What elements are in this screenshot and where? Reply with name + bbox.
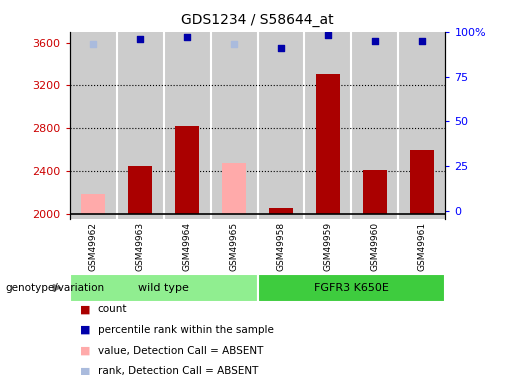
Point: [230, 41, 238, 47]
Bar: [304, 32, 352, 219]
Bar: [399, 32, 445, 219]
Text: value, Detection Call = ABSENT: value, Detection Call = ABSENT: [98, 346, 263, 355]
Text: rank, Detection Call = ABSENT: rank, Detection Call = ABSENT: [98, 366, 258, 375]
Text: GSM49958: GSM49958: [277, 222, 285, 271]
Point: [371, 38, 379, 44]
Bar: [363, 170, 387, 214]
Bar: [269, 208, 293, 214]
Text: wild type: wild type: [138, 283, 189, 293]
Text: genotype/variation: genotype/variation: [5, 283, 104, 293]
Point: [418, 38, 426, 44]
Text: GSM49962: GSM49962: [89, 222, 97, 271]
Point: [136, 36, 144, 42]
Bar: [128, 166, 152, 214]
Text: GSM49960: GSM49960: [370, 222, 380, 271]
Point: [324, 33, 332, 39]
Text: ■: ■: [80, 325, 90, 335]
Text: GSM49964: GSM49964: [182, 222, 192, 271]
Text: ■: ■: [80, 366, 90, 375]
Point: [277, 45, 285, 51]
Bar: [258, 274, 445, 302]
Text: GDS1234 / S58644_at: GDS1234 / S58644_at: [181, 13, 334, 27]
Bar: [258, 32, 304, 219]
Text: GSM49961: GSM49961: [418, 222, 426, 271]
Text: GSM49965: GSM49965: [230, 222, 238, 271]
Text: count: count: [98, 304, 127, 314]
Bar: [316, 74, 340, 214]
Bar: [222, 163, 246, 214]
Bar: [81, 194, 105, 214]
Bar: [164, 32, 211, 219]
Point: [183, 34, 191, 40]
Bar: [352, 32, 399, 219]
Text: ■: ■: [80, 346, 90, 355]
Text: GSM49963: GSM49963: [135, 222, 145, 271]
Point: [89, 41, 97, 47]
Text: GSM49959: GSM49959: [323, 222, 333, 271]
Bar: [410, 150, 434, 214]
Bar: [70, 274, 258, 302]
Bar: [211, 32, 258, 219]
Text: ■: ■: [80, 304, 90, 314]
Bar: [116, 32, 164, 219]
Text: percentile rank within the sample: percentile rank within the sample: [98, 325, 274, 335]
Text: FGFR3 K650E: FGFR3 K650E: [314, 283, 389, 293]
Bar: [70, 32, 116, 219]
Bar: [175, 126, 199, 214]
